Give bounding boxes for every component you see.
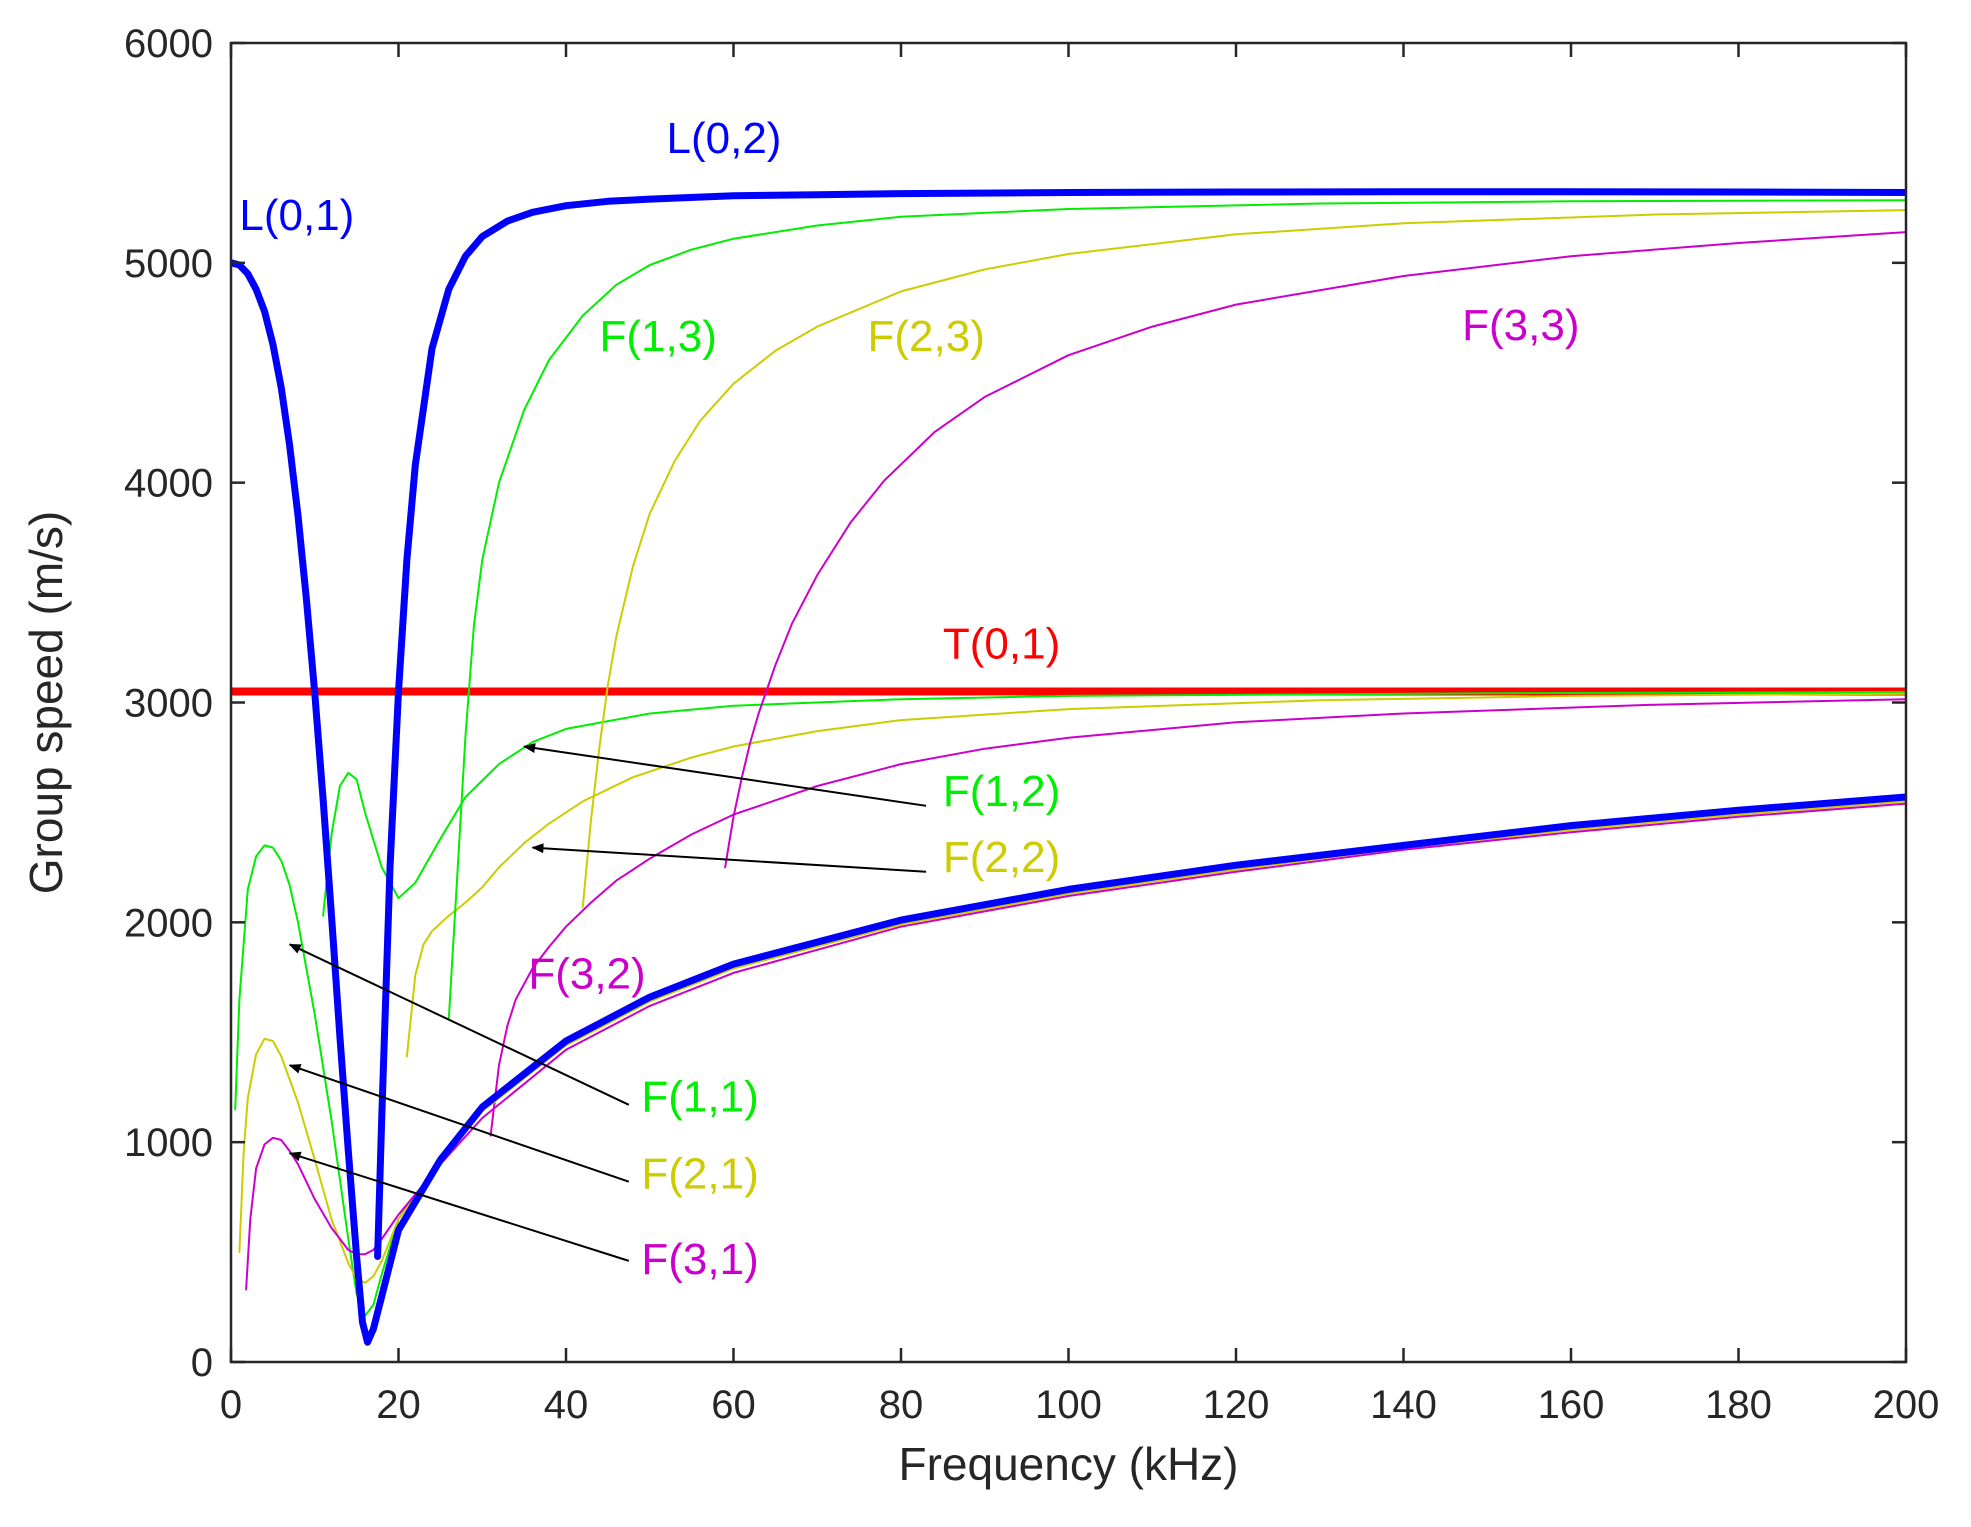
x-tick-label: 80 xyxy=(879,1383,924,1427)
series-f-1-3 xyxy=(447,199,1906,1021)
arrow-f-1-1 xyxy=(288,943,630,1106)
label-f-3-3: F(3,3) xyxy=(1462,301,1579,350)
x-axis-title: Frequency (kHz) xyxy=(899,1438,1239,1490)
x-tick-label: 140 xyxy=(1370,1383,1437,1427)
y-tick-label: 5000 xyxy=(124,242,213,286)
x-tick-label: 160 xyxy=(1538,1383,1605,1427)
y-axis-title: Group speed (m/s) xyxy=(20,511,72,894)
arrow-f-1-2 xyxy=(523,743,927,807)
label-f-2-3: F(2,3) xyxy=(868,312,985,361)
x-tick-label: 100 xyxy=(1035,1383,1102,1427)
label-f-2-1: F(2,1) xyxy=(641,1149,758,1198)
series-l-0-2 xyxy=(374,188,1906,1260)
x-tick-label: 200 xyxy=(1873,1383,1940,1427)
x-tick-label: 0 xyxy=(220,1383,242,1427)
label-f-1-2: F(1,2) xyxy=(943,767,1060,816)
label-l-0-1: L(0,1) xyxy=(239,191,354,240)
series-layer xyxy=(231,188,1906,1346)
series-f-2-2 xyxy=(405,692,1906,1058)
arrow-f-2-2 xyxy=(531,843,927,873)
x-tick-label: 180 xyxy=(1705,1383,1772,1427)
arrow-f-2-1 xyxy=(288,1064,630,1183)
x-tick-label: 40 xyxy=(544,1383,589,1427)
label-f-1-3: F(1,3) xyxy=(600,312,717,361)
label-l-0-2: L(0,2) xyxy=(667,114,782,163)
arrow-f-3-1 xyxy=(288,1151,630,1262)
series-f-1-2 xyxy=(322,690,1906,917)
series-f-3-2 xyxy=(489,698,1906,1137)
y-tick-label: 4000 xyxy=(124,462,213,506)
y-tick-label: 6000 xyxy=(124,22,213,66)
series-f-2-1 xyxy=(238,800,1906,1284)
label-f-1-1: F(1,1) xyxy=(641,1072,758,1121)
series-f-3-3 xyxy=(724,231,1906,869)
label-f-3-2: F(3,2) xyxy=(528,949,645,998)
x-tick-label: 120 xyxy=(1203,1383,1270,1427)
y-tick-label: 2000 xyxy=(124,901,213,945)
x-tick-label: 60 xyxy=(711,1383,756,1427)
annotation-layer: L(0,2) L(0,1) F(1,3) F(2,3) F(3,3) T(0,1) F(1,… xyxy=(239,114,1579,1284)
tick-layer: 0 20 40 60 80 100 120 140 160 180 2000100020003000… xyxy=(124,22,1939,1427)
y-tick-label: 3000 xyxy=(124,682,213,726)
label-f-3-1: F(3,1) xyxy=(641,1235,758,1284)
label-f-2-2: F(2,2) xyxy=(943,833,1060,882)
y-tick-label: 0 xyxy=(191,1341,213,1385)
label-t-0-1: T(0,1) xyxy=(943,620,1060,669)
y-tick-label: 1000 xyxy=(124,1121,213,1165)
series-l-0-1 xyxy=(231,259,1906,1346)
x-tick-label: 20 xyxy=(376,1383,421,1427)
series-f-2-3 xyxy=(581,209,1906,908)
